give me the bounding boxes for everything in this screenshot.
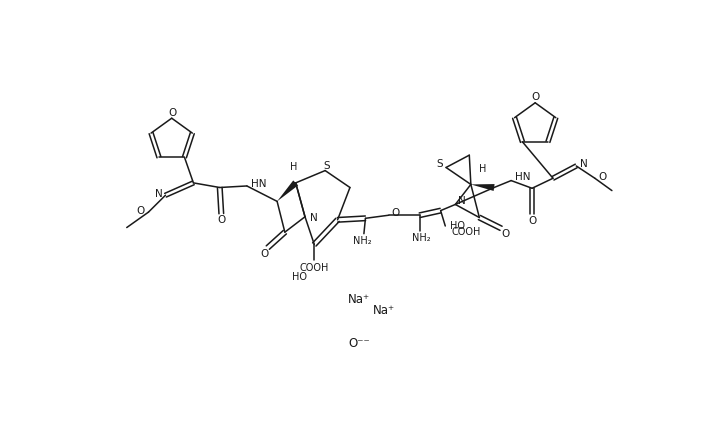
- Text: O: O: [217, 215, 225, 225]
- Text: N: N: [458, 196, 465, 206]
- Text: HO: HO: [450, 221, 465, 231]
- Text: NH₂: NH₂: [353, 236, 372, 246]
- Text: N: N: [155, 190, 163, 199]
- Text: NH₂: NH₂: [412, 233, 431, 244]
- Text: H: H: [479, 165, 486, 174]
- Text: O: O: [260, 249, 269, 259]
- Text: O: O: [598, 173, 607, 182]
- Text: HO: HO: [291, 272, 306, 282]
- Text: HN: HN: [515, 173, 531, 182]
- Text: O: O: [392, 208, 400, 218]
- Text: COOH: COOH: [451, 227, 481, 237]
- Text: Na⁺: Na⁺: [373, 304, 395, 317]
- Text: O: O: [168, 108, 177, 118]
- Text: O: O: [528, 215, 536, 226]
- Text: O: O: [137, 206, 144, 216]
- Text: COOH: COOH: [300, 263, 329, 273]
- Text: S: S: [323, 161, 330, 171]
- Polygon shape: [277, 181, 298, 201]
- Text: O: O: [532, 92, 540, 103]
- Text: N: N: [310, 213, 318, 223]
- Text: HN: HN: [251, 179, 266, 189]
- Text: O: O: [501, 230, 510, 240]
- Polygon shape: [471, 184, 495, 191]
- Text: H: H: [291, 162, 298, 172]
- Text: O⁻⁻: O⁻⁻: [348, 337, 370, 350]
- Text: S: S: [436, 159, 443, 169]
- Text: Na⁺: Na⁺: [348, 293, 370, 306]
- Text: N: N: [580, 159, 588, 169]
